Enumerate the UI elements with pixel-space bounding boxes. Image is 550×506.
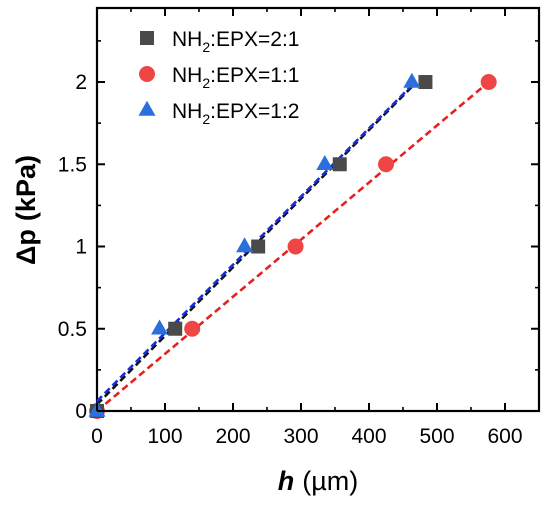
- data-point-square: [418, 75, 433, 90]
- data-point-circle: [378, 156, 394, 173]
- y-tick-label: 1.5: [58, 153, 87, 176]
- x-axis-title: h (µm): [278, 466, 359, 496]
- legend-marker-square: [140, 31, 154, 45]
- data-point-circle: [184, 320, 201, 337]
- x-axis-unit: (µm): [302, 466, 358, 496]
- legend: NH2:EPX=2:1 NH2:EPX=1:1 NH2:EPX=1:2: [138, 28, 299, 127]
- x-tick-label: 500: [419, 425, 454, 448]
- legend-label: NH2:EPX=1:2: [172, 100, 299, 127]
- legend-marker-circle: [139, 66, 155, 82]
- y-axis-variable: Δp: [11, 229, 41, 265]
- data-point-square: [332, 157, 347, 172]
- y-tick-label: 0.5: [58, 318, 87, 341]
- axis-ticks: [96, 8, 539, 412]
- data-point-triangle: [316, 154, 334, 170]
- x-tick-label: 400: [351, 425, 386, 448]
- data-point-square: [251, 239, 266, 254]
- x-tick-label: 200: [215, 425, 250, 448]
- data-point-circle: [480, 74, 497, 91]
- y-tick-label: 0: [75, 400, 87, 423]
- plot-frame: [95, 6, 541, 413]
- data-point-triangle: [236, 237, 254, 253]
- y-tick-label: 1: [75, 236, 87, 259]
- legend-label: NH2:EPX=2:1: [172, 28, 299, 55]
- legend-marker-triangle: [138, 100, 156, 116]
- x-tick-label: 100: [147, 425, 182, 448]
- x-tick-label: 300: [283, 425, 318, 448]
- y-axis-title: Δp (kPa): [11, 155, 41, 265]
- data-point-triangle: [403, 72, 421, 88]
- axis-tick-labels: 0 100 200 300 400 500 600 0 0.5 1 1.5 2: [58, 71, 523, 448]
- x-tick-label: 0: [91, 425, 103, 448]
- data-point-triangle: [151, 319, 169, 335]
- data-point-circle: [287, 238, 304, 255]
- x-axis-variable: h: [278, 466, 295, 496]
- y-tick-label: 2: [75, 71, 87, 94]
- data-point-square: [168, 321, 183, 336]
- y-axis-unit: (kPa): [11, 155, 41, 221]
- x-tick-label: 600: [487, 425, 522, 448]
- legend-label: NH2:EPX=1:1: [172, 64, 299, 91]
